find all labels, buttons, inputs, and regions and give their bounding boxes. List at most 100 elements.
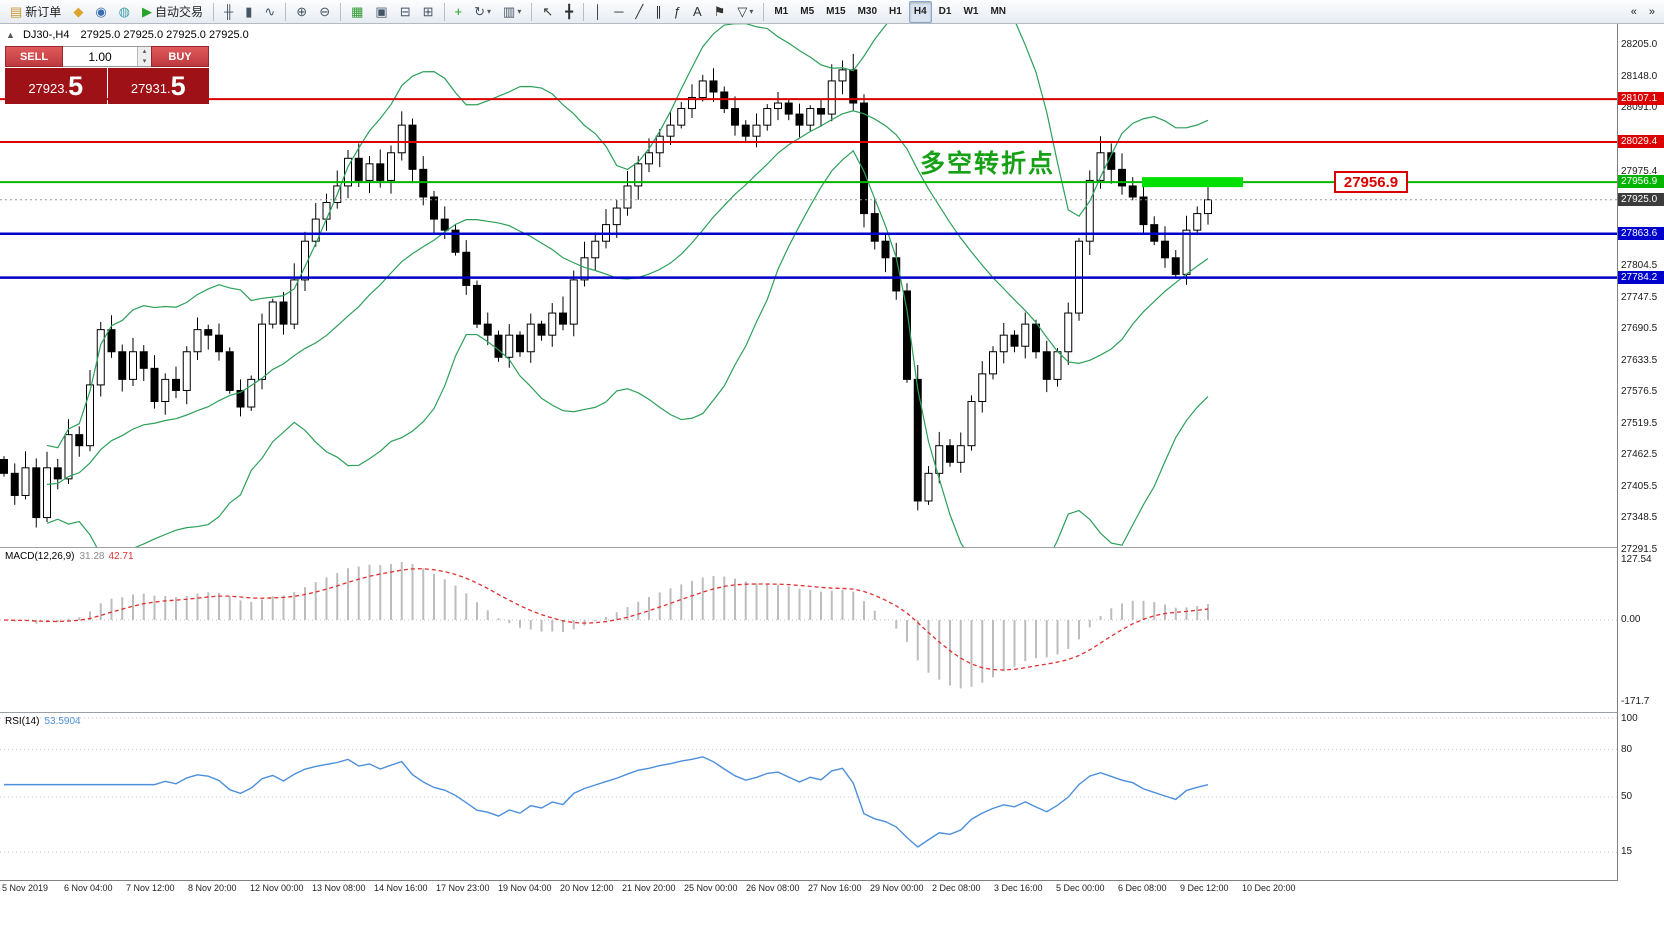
new-order-button[interactable]: ▤ 新订单 <box>5 1 66 23</box>
price-callout-label[interactable]: 27956.9 <box>1334 171 1408 193</box>
timeframe-h1[interactable]: H1 <box>884 1 907 23</box>
time-axis[interactable]: 5 Nov 2019 6 Nov 04:00 7 Nov 12:00 8 Nov 20… <box>0 883 1664 898</box>
trendline-button[interactable]: ╱ <box>630 1 648 23</box>
sell-price-main: 27923. <box>28 81 69 96</box>
templates-button-dropdown-icon[interactable]: ▾ <box>517 7 522 16</box>
timeframe-d1[interactable]: D1 <box>934 1 957 23</box>
macd-panel[interactable] <box>0 548 1617 712</box>
tile-horizontally-icon: ⊟ <box>399 4 411 19</box>
horizontal-line-button[interactable]: ─ <box>609 1 628 23</box>
timeframe-m15[interactable]: M15 <box>821 1 850 23</box>
volume-up-icon[interactable]: ▴ <box>138 47 151 57</box>
channel-icon: ∥ <box>655 4 662 19</box>
rsi-panel[interactable] <box>0 714 1617 880</box>
chart-annotation-text[interactable]: 多空转折点 <box>920 150 1056 178</box>
templates-icon: ▥ <box>503 4 516 19</box>
toolbar-separator <box>583 2 585 21</box>
periods-button-dropdown-icon[interactable]: ▾ <box>487 7 492 16</box>
text-button[interactable]: A <box>688 1 707 23</box>
templates-button[interactable]: ▥ ▾ <box>498 1 526 23</box>
highlight-segment[interactable] <box>1142 177 1243 188</box>
timeframe-w1[interactable]: W1 <box>958 1 983 23</box>
ohlc-bars-button[interactable]: ╫ <box>219 1 238 23</box>
zoom-in-button[interactable]: ⊕ <box>291 1 312 23</box>
time-label: 26 Nov 08:00 <box>746 883 800 893</box>
timeframe-m1[interactable]: M1 <box>769 1 793 23</box>
price-tick-label: 28205.0 <box>1621 39 1658 50</box>
timeframe-mn[interactable]: MN <box>985 1 1011 23</box>
zoom-out-button[interactable]: ⊖ <box>314 1 335 23</box>
buy-price[interactable]: 27931. 5 <box>107 68 209 104</box>
periods-icon: ↻ <box>474 4 486 19</box>
price-tick-label: 27975.4 <box>1621 165 1658 177</box>
new-order-icon: ▤ <box>10 4 23 19</box>
buy-button[interactable]: BUY <box>151 46 209 67</box>
rsi-axis-label: 100 <box>1621 713 1638 724</box>
price-tick-label: 27690.5 <box>1621 323 1658 335</box>
timeframe-m30[interactable]: M30 <box>853 1 882 23</box>
price-tick-label: 27348.5 <box>1621 512 1658 524</box>
cascade-windows-button[interactable]: ▣ <box>370 1 392 23</box>
timeframe-mn-label: MN <box>990 6 1006 17</box>
bollinger-bands <box>46 24 1209 548</box>
time-label: 9 Dec 12:00 <box>1180 883 1229 893</box>
ohlc-values: 27925.0 27925.0 27925.0 27925.0 <box>80 29 249 41</box>
fibonacci-button[interactable]: ƒ <box>669 1 686 23</box>
volume-down-icon[interactable]: ▾ <box>138 56 151 66</box>
profiles-icon: ◆ <box>73 4 84 19</box>
tile-vertically-button[interactable]: ⊞ <box>418 1 439 23</box>
auto-trading-button[interactable]: ▶ 自动交易 <box>137 1 208 23</box>
ohlc-bars-icon: ╫ <box>224 4 234 19</box>
toolbar-scroll-left-button[interactable]: « <box>1630 6 1637 18</box>
market-watch-button[interactable]: ◉ <box>90 1 111 23</box>
volume-spinner: ▴ ▾ <box>137 47 151 66</box>
rsi-value: 53.5904 <box>44 716 81 727</box>
shapes-button[interactable]: ▽ ▾ <box>732 1 758 23</box>
crosshair-button[interactable]: ╋ <box>560 1 578 23</box>
price-chart-area[interactable] <box>0 24 1617 548</box>
profiles-button[interactable]: ◆ <box>68 1 88 23</box>
time-label: 17 Nov 23:00 <box>436 883 490 893</box>
shapes-button-dropdown-icon[interactable]: ▾ <box>749 7 754 16</box>
time-label: 14 Nov 16:00 <box>374 883 428 893</box>
macd-axis-label: -171.7 <box>1621 696 1650 707</box>
sell-price[interactable]: 27923. 5 <box>5 68 107 104</box>
macd-signal-value: 42.71 <box>108 551 134 562</box>
grid-button[interactable]: ▦ <box>346 1 368 23</box>
vertical-line-button[interactable]: │ <box>589 1 607 23</box>
channel-button[interactable]: ∥ <box>650 1 667 23</box>
toolbar-separator <box>285 2 287 21</box>
shapes-icon: ▽ <box>737 4 748 19</box>
navigator-button[interactable]: ◍ <box>114 1 135 23</box>
timeframe-m5[interactable]: M5 <box>795 1 819 23</box>
buy-price-main: 27931. <box>130 81 171 96</box>
macd-axis-label: 127.54 <box>1621 554 1652 565</box>
time-label: 25 Nov 00:00 <box>684 883 738 893</box>
cursor-button[interactable]: ↖ <box>537 1 558 23</box>
periods-button[interactable]: ↻ ▾ <box>469 1 496 23</box>
price-axis[interactable]: 28205.0 28148.0 28091.0 27975.4 27804.5 27747… <box>1618 0 1664 951</box>
tile-horizontally-button[interactable]: ⊟ <box>395 1 416 23</box>
time-label: 21 Nov 20:00 <box>622 883 676 893</box>
market-watch-icon: ◉ <box>95 4 107 19</box>
zoom-in-icon: ⊕ <box>296 4 308 19</box>
time-label: 20 Nov 12:00 <box>560 883 614 893</box>
sell-button[interactable]: SELL <box>5 46 63 67</box>
panel-separator[interactable] <box>0 547 1617 548</box>
time-label: 12 Nov 00:00 <box>250 883 304 893</box>
time-label: 8 Nov 20:00 <box>188 883 237 893</box>
panel-separator[interactable] <box>0 712 1617 713</box>
collapse-trade-panel-icon[interactable]: ▲ <box>6 30 15 40</box>
volume-input[interactable]: 1.00 <box>88 49 112 64</box>
timeframe-h1-label: H1 <box>889 6 902 17</box>
indicators-button[interactable]: + <box>450 1 468 23</box>
timeframe-h4[interactable]: H4 <box>908 0 932 23</box>
timeframe-m30-label: M30 <box>857 6 878 17</box>
candlestick-button[interactable]: ▮ <box>240 1 257 23</box>
toolbar-scroll-right-button[interactable]: » <box>1648 6 1655 18</box>
timeframe-w1-label: W1 <box>963 6 979 17</box>
line-chart-button[interactable]: ∿ <box>259 1 280 23</box>
arrows-button[interactable]: ⚑ <box>709 1 731 23</box>
grid-icon: ▦ <box>351 4 364 19</box>
